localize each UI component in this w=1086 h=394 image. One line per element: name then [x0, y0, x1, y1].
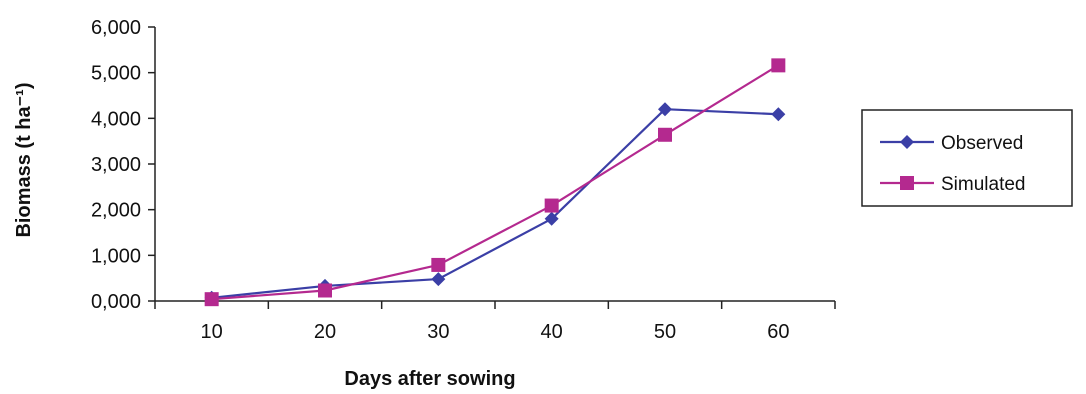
y-tick-label: 6,000	[91, 17, 141, 39]
x-tick-label: 30	[427, 321, 449, 343]
x-tick-label: 20	[314, 321, 336, 343]
data-point-observed	[771, 107, 786, 122]
y-tick-label: 1,000	[91, 245, 141, 267]
y-tick-label: 5,000	[91, 63, 141, 85]
x-axis-title: Days after sowing	[344, 368, 515, 390]
series-line-observed	[211, 108, 779, 299]
legend-label: Simulated	[941, 174, 1026, 195]
data-point-simulated	[658, 127, 672, 142]
data-point-observed	[658, 102, 672, 117]
data-point-simulated	[204, 292, 219, 307]
x-tick-label: 40	[541, 321, 563, 343]
legend-entry-simulated: Simulated	[880, 174, 1026, 195]
series-observed	[204, 102, 786, 305]
legend-marker	[900, 135, 914, 149]
data-point-simulated	[771, 58, 786, 73]
x-tick-label: 60	[767, 321, 789, 343]
data-point-observed	[544, 211, 559, 226]
y-tick-label: 2,000	[91, 200, 141, 222]
legend-entry-observed: Observed	[880, 133, 1023, 154]
y-axis-title: Biomass (t ha⁻¹)	[13, 82, 35, 237]
legend-box	[861, 109, 1073, 207]
data-point-simulated	[431, 257, 446, 272]
y-tick-label: 4,000	[91, 108, 141, 130]
data-point-simulated	[318, 283, 332, 298]
y-tick-label: 3,000	[91, 154, 141, 176]
legend-marker	[900, 176, 914, 190]
series-layer	[204, 58, 786, 307]
x-tick-label: 50	[654, 321, 676, 343]
series-line-simulated	[211, 64, 779, 301]
x-tick-label: 10	[201, 321, 223, 343]
data-point-simulated	[544, 198, 559, 213]
y-tick-label: 0,000	[91, 291, 141, 313]
series-simulated	[204, 58, 786, 307]
data-point-observed	[431, 272, 446, 287]
legend-label: Observed	[941, 133, 1023, 154]
legend: Observed Simulated	[861, 109, 1073, 207]
axes: 0,000 1,000 2,000 3,000 4,000 5,000 6,000 10 20 3…	[91, 17, 836, 343]
